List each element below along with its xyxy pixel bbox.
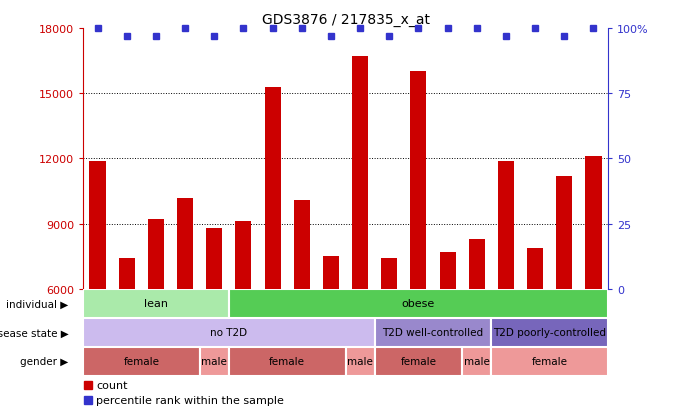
Bar <box>89 161 106 289</box>
Text: male: male <box>201 356 227 366</box>
Bar <box>206 228 223 289</box>
Bar <box>177 198 193 289</box>
Bar <box>83 347 200 376</box>
Bar <box>410 72 426 289</box>
Text: female: female <box>532 356 568 366</box>
Bar <box>83 318 375 347</box>
Bar <box>352 57 368 289</box>
Text: T2D well-controlled: T2D well-controlled <box>382 328 484 337</box>
Bar <box>439 252 455 289</box>
Bar <box>381 259 397 289</box>
Bar <box>229 289 608 318</box>
Text: female: female <box>269 356 305 366</box>
Text: gender ▶: gender ▶ <box>20 356 68 366</box>
Text: percentile rank within the sample: percentile rank within the sample <box>96 395 284 405</box>
Bar <box>236 222 252 289</box>
Bar <box>294 200 310 289</box>
Text: count: count <box>96 380 128 390</box>
Text: female: female <box>123 356 159 366</box>
Bar <box>527 248 543 289</box>
Bar <box>148 220 164 289</box>
Text: female: female <box>401 356 437 366</box>
Bar <box>119 259 135 289</box>
Bar <box>265 88 281 289</box>
Text: individual ▶: individual ▶ <box>6 299 68 309</box>
Text: male: male <box>464 356 490 366</box>
Bar <box>375 318 491 347</box>
Bar <box>468 239 485 289</box>
Bar <box>491 347 608 376</box>
Bar <box>498 161 514 289</box>
Text: T2D poorly-controlled: T2D poorly-controlled <box>493 328 606 337</box>
Text: obese: obese <box>401 299 435 309</box>
Text: no T2D: no T2D <box>210 328 247 337</box>
Bar <box>323 256 339 289</box>
Bar <box>491 318 608 347</box>
Text: lean: lean <box>144 299 168 309</box>
Text: male: male <box>347 356 373 366</box>
Text: disease state ▶: disease state ▶ <box>0 328 68 337</box>
Bar <box>556 176 572 289</box>
Bar <box>200 347 229 376</box>
Bar <box>375 347 462 376</box>
Bar <box>346 347 375 376</box>
Bar <box>83 289 229 318</box>
Bar <box>462 347 491 376</box>
Bar <box>585 157 601 289</box>
Bar <box>229 347 346 376</box>
Title: GDS3876 / 217835_x_at: GDS3876 / 217835_x_at <box>261 12 430 26</box>
